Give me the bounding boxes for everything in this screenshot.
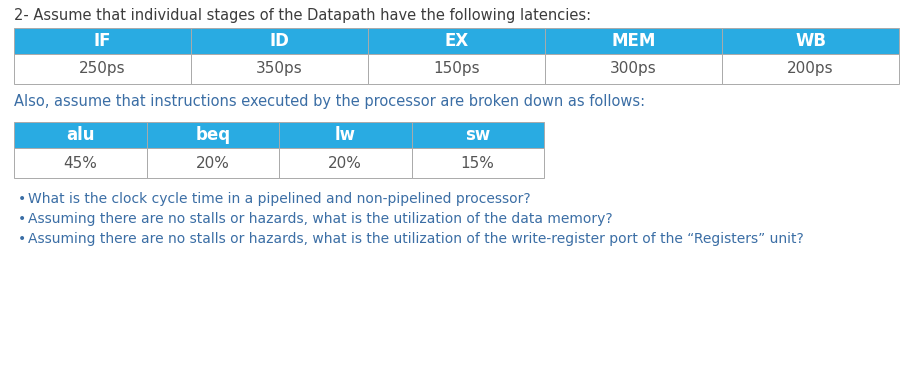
Text: 350ps: 350ps <box>256 61 303 77</box>
Bar <box>191 54 368 84</box>
Text: IF: IF <box>94 32 111 50</box>
Text: Also, assume that instructions executed by the processor are broken down as foll: Also, assume that instructions executed … <box>14 94 645 109</box>
Bar <box>146 148 279 178</box>
Text: WB: WB <box>795 32 826 50</box>
Bar <box>412 148 544 178</box>
Bar <box>146 122 279 148</box>
Text: Assuming there are no stalls or hazards, what is the utilization of the data mem: Assuming there are no stalls or hazards,… <box>28 212 613 226</box>
Text: What is the clock cycle time in a pipelined and non-pipelined processor?: What is the clock cycle time in a pipeli… <box>28 192 530 206</box>
Text: sw: sw <box>465 126 491 144</box>
Text: 200ps: 200ps <box>788 61 834 77</box>
Text: Assuming there are no stalls or hazards, what is the utilization of the write-re: Assuming there are no stalls or hazards,… <box>28 232 804 246</box>
Bar <box>545 28 722 54</box>
Text: alu: alu <box>66 126 95 144</box>
Text: lw: lw <box>335 126 356 144</box>
Bar <box>545 54 722 84</box>
Text: 2- Assume that individual stages of the Datapath have the following latencies:: 2- Assume that individual stages of the … <box>14 8 591 23</box>
Bar <box>279 148 412 178</box>
Bar <box>14 54 191 84</box>
Text: 15%: 15% <box>460 156 494 170</box>
Bar <box>14 122 146 148</box>
Bar <box>279 122 412 148</box>
Text: •: • <box>18 232 27 246</box>
Bar <box>14 28 191 54</box>
Text: beq: beq <box>195 126 231 144</box>
Text: 20%: 20% <box>328 156 362 170</box>
Bar <box>722 54 899 84</box>
Text: ID: ID <box>269 32 289 50</box>
Text: •: • <box>18 212 27 226</box>
Bar <box>368 28 545 54</box>
Text: MEM: MEM <box>611 32 655 50</box>
Text: •: • <box>18 192 27 206</box>
Text: 20%: 20% <box>196 156 230 170</box>
Bar <box>722 28 899 54</box>
Bar <box>368 54 545 84</box>
Text: EX: EX <box>445 32 469 50</box>
Text: 150ps: 150ps <box>433 61 480 77</box>
Text: 250ps: 250ps <box>79 61 126 77</box>
Bar <box>14 148 146 178</box>
Text: 45%: 45% <box>63 156 97 170</box>
Text: 300ps: 300ps <box>610 61 657 77</box>
Bar <box>412 122 544 148</box>
Bar <box>191 28 368 54</box>
